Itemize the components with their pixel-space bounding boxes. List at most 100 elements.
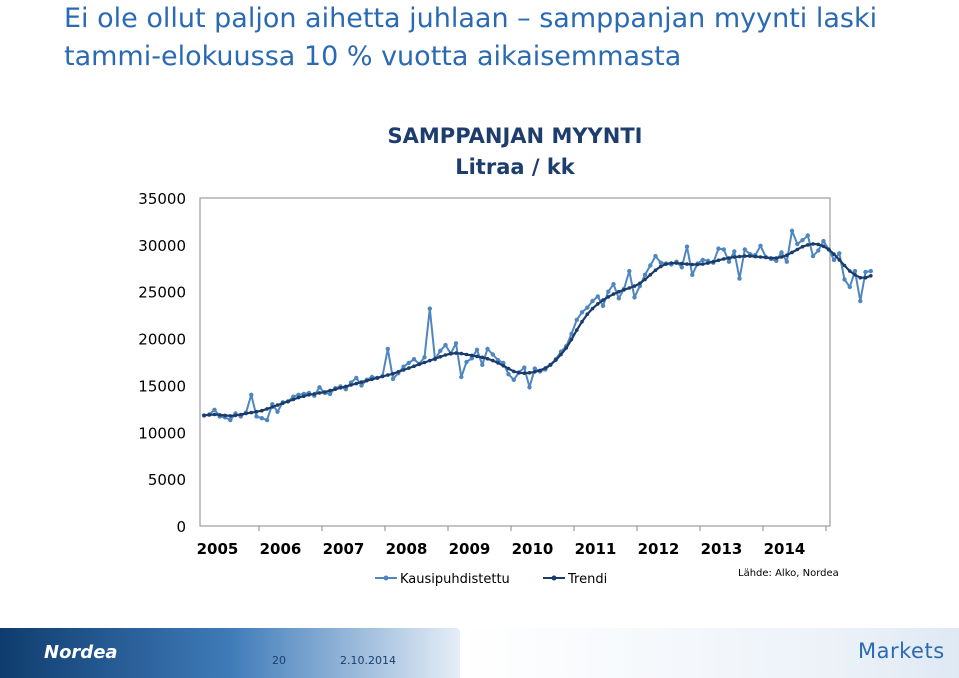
data-point xyxy=(722,257,726,261)
data-point xyxy=(264,417,270,423)
data-point xyxy=(579,310,585,315)
data-point xyxy=(433,356,437,361)
x-tick-label: 2007 xyxy=(323,540,365,558)
data-point xyxy=(627,286,632,290)
x-tick-label: 2009 xyxy=(449,540,491,558)
markets-logo: Markets xyxy=(858,639,945,663)
data-point xyxy=(333,387,338,392)
footer-band-right xyxy=(460,628,959,678)
x-tick-label: 2010 xyxy=(512,540,554,558)
x-tick-label: 2005 xyxy=(197,540,239,558)
data-point xyxy=(742,247,747,252)
data-point xyxy=(496,361,500,365)
data-point xyxy=(690,272,695,277)
data-point xyxy=(327,391,333,397)
data-point xyxy=(564,346,569,350)
data-point xyxy=(443,353,448,357)
data-point xyxy=(795,241,800,247)
chart-title: SAMPPANJAN MYYNTI xyxy=(387,124,643,148)
data-point xyxy=(296,395,301,400)
data-point xyxy=(422,360,427,365)
data-point xyxy=(611,292,616,296)
data-point xyxy=(600,303,606,308)
data-point xyxy=(658,260,663,265)
data-point xyxy=(611,282,616,287)
data-point xyxy=(239,412,243,417)
data-point xyxy=(758,243,763,248)
legend-marker xyxy=(383,575,389,581)
legend-marker xyxy=(551,575,557,581)
data-point xyxy=(832,252,836,256)
data-point xyxy=(685,262,689,266)
data-point xyxy=(427,306,432,311)
data-point xyxy=(527,371,532,375)
source-note: Lähde: Alko, Nordea xyxy=(738,568,839,579)
data-point xyxy=(721,247,726,252)
data-point xyxy=(396,370,401,374)
data-point xyxy=(223,413,227,418)
data-point xyxy=(868,268,873,274)
data-point xyxy=(275,409,280,414)
chart-subtitle: Litraa / kk xyxy=(455,155,575,179)
data-point xyxy=(475,354,479,359)
data-point xyxy=(469,356,474,361)
x-tick-label: 2006 xyxy=(260,540,302,558)
data-point xyxy=(249,392,254,397)
data-point xyxy=(438,355,443,359)
data-point xyxy=(737,276,742,281)
data-point xyxy=(391,371,395,376)
data-point xyxy=(228,417,233,423)
page-number: 20 xyxy=(272,654,286,667)
y-tick-label: 5000 xyxy=(148,471,186,489)
data-point xyxy=(249,410,254,415)
data-point xyxy=(407,366,411,370)
data-point xyxy=(574,317,579,322)
data-point xyxy=(800,238,805,243)
data-point xyxy=(359,380,364,384)
data-point xyxy=(706,261,710,265)
data-point xyxy=(559,352,563,357)
data-point xyxy=(506,366,511,371)
data-point xyxy=(659,264,663,269)
data-point xyxy=(690,262,695,267)
data-point xyxy=(270,405,275,409)
legend-label: Trendi xyxy=(567,572,607,587)
y-tick-label: 30000 xyxy=(138,237,186,255)
data-point xyxy=(595,294,600,299)
data-point xyxy=(454,351,458,355)
data-point xyxy=(522,365,527,370)
data-point xyxy=(417,362,422,367)
data-point xyxy=(511,377,516,382)
x-tick-label: 2008 xyxy=(386,540,428,558)
data-point xyxy=(260,408,264,413)
line-chart: 0 5000 10000 15000 20000 25000 30000 35000 2005… xyxy=(138,190,873,587)
data-point xyxy=(354,375,359,381)
data-point xyxy=(480,362,485,367)
data-point xyxy=(795,247,800,252)
data-point xyxy=(344,384,348,389)
footer-band xyxy=(0,628,460,678)
data-point xyxy=(312,392,317,396)
x-tick-label: 2011 xyxy=(575,540,617,558)
data-point xyxy=(569,331,574,337)
data-point xyxy=(343,387,348,392)
data-point xyxy=(700,257,705,263)
data-point xyxy=(648,263,653,268)
data-point xyxy=(464,359,469,365)
data-point xyxy=(869,274,873,278)
data-point xyxy=(385,346,390,352)
data-point xyxy=(265,407,269,411)
data-point xyxy=(701,262,705,266)
data-point xyxy=(548,363,553,367)
data-point xyxy=(453,341,459,346)
data-point xyxy=(533,370,537,374)
data-point xyxy=(354,381,359,386)
data-point xyxy=(842,263,847,268)
data-point xyxy=(853,273,857,277)
data-point xyxy=(459,374,464,380)
legend: Kausipuhdistettu Trendi xyxy=(375,572,607,587)
data-point xyxy=(480,355,485,360)
data-point xyxy=(501,363,506,368)
data-point xyxy=(810,253,816,259)
data-point xyxy=(863,269,868,275)
